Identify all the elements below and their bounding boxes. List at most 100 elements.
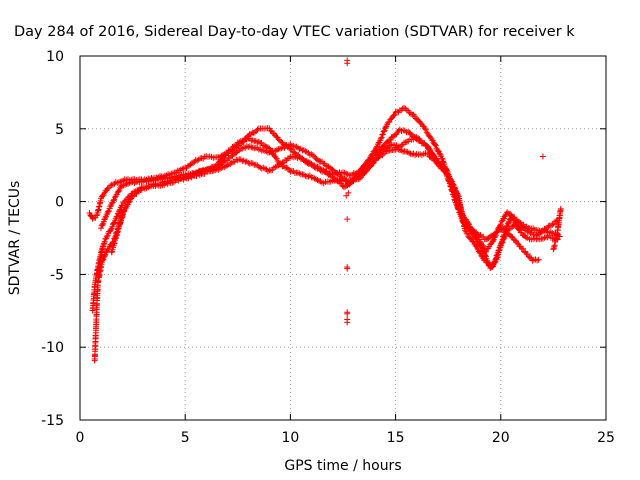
x-tick-label: 10 [281, 430, 299, 446]
data-point [493, 255, 499, 262]
data-point [102, 251, 109, 258]
data-point [394, 108, 400, 115]
data-point [508, 233, 515, 240]
data-point [107, 182, 114, 189]
data-point [226, 147, 233, 154]
data-point [379, 152, 386, 159]
grid-lines [80, 56, 606, 420]
data-point [324, 170, 331, 177]
data-point [510, 222, 517, 229]
x-tick-labels: 0 5 10 15 20 25 [76, 430, 615, 446]
y-axis-label: SDTVAR / TECUs [7, 181, 23, 296]
data-point [104, 232, 111, 239]
x-tick-label: 15 [387, 430, 405, 446]
x-tick-label: 20 [492, 430, 510, 446]
data-point [552, 218, 558, 225]
data-point [391, 112, 398, 118]
data-point [107, 203, 114, 210]
data-point [114, 229, 121, 235]
data-point [417, 120, 424, 126]
data-point [332, 169, 339, 176]
data-point [229, 144, 236, 150]
data-point [279, 160, 286, 167]
data-point [539, 153, 546, 160]
data-point [493, 252, 500, 259]
data-point [110, 181, 116, 188]
data-point [455, 192, 461, 198]
data-point [251, 129, 258, 136]
data-point [380, 128, 387, 135]
data-point [499, 239, 506, 246]
data-point [472, 234, 479, 241]
plot-frame [79, 55, 607, 421]
y-tick-label: -10 [41, 340, 64, 356]
data-point [535, 256, 542, 263]
y-tick-label: 10 [46, 49, 64, 65]
data-point [474, 231, 481, 238]
data-point [432, 142, 439, 149]
y-tick-label: 5 [55, 122, 64, 138]
data-point [99, 256, 106, 263]
data-point [104, 247, 111, 254]
data-point [378, 134, 385, 141]
data-point [322, 162, 329, 169]
data-point [451, 196, 458, 203]
data-point [121, 207, 128, 214]
data-point [320, 167, 327, 174]
chart-title: Day 284 of 2016, Sidereal Day-to-day VTE… [14, 24, 575, 40]
x-axis-label: GPS time / hours [284, 458, 401, 474]
data-point [316, 158, 323, 164]
y-tick-label: -5 [50, 267, 64, 283]
data-point [448, 177, 455, 184]
data-point [473, 235, 480, 242]
data-point [101, 252, 108, 259]
data-point [344, 216, 351, 223]
data-point [449, 180, 455, 187]
data-point [403, 138, 410, 145]
data-point [344, 60, 351, 67]
data-point [344, 310, 351, 317]
data-point [375, 154, 382, 161]
data-point [190, 160, 197, 166]
data-point [367, 155, 374, 162]
data-point [105, 208, 112, 215]
data-point [447, 177, 454, 184]
data-point [549, 221, 556, 228]
x-tick-label: 25 [597, 430, 615, 446]
data-point [344, 265, 351, 272]
data-point [380, 131, 386, 138]
data-point [477, 250, 484, 257]
data-point [265, 144, 271, 151]
data-point [107, 227, 114, 233]
data-point [344, 319, 351, 326]
data-point [432, 141, 438, 148]
data-point [489, 263, 496, 270]
data-point [496, 227, 502, 234]
x-tick-label: 0 [76, 430, 85, 446]
data-point [382, 124, 389, 131]
data-point [334, 177, 341, 184]
data-point [98, 225, 104, 232]
x-tick-label: 5 [181, 430, 190, 446]
data-point [255, 138, 262, 145]
data-point [500, 235, 507, 242]
data-point [498, 240, 505, 247]
data-point [524, 251, 531, 257]
data-point [248, 131, 254, 138]
data-point [232, 142, 239, 149]
data-point [493, 229, 500, 236]
data-point [113, 214, 120, 220]
data-point [557, 205, 564, 212]
data-point [103, 233, 110, 240]
data-point [515, 226, 522, 233]
data-point [110, 197, 117, 204]
data-point [496, 247, 502, 254]
data-point [262, 143, 269, 150]
data-point [476, 241, 483, 248]
data-point [491, 259, 498, 266]
data-point [254, 126, 261, 133]
data-point [390, 112, 397, 119]
y-tick-labels: -15 -10 -5 0 5 10 [41, 49, 64, 429]
data-point [315, 157, 321, 164]
